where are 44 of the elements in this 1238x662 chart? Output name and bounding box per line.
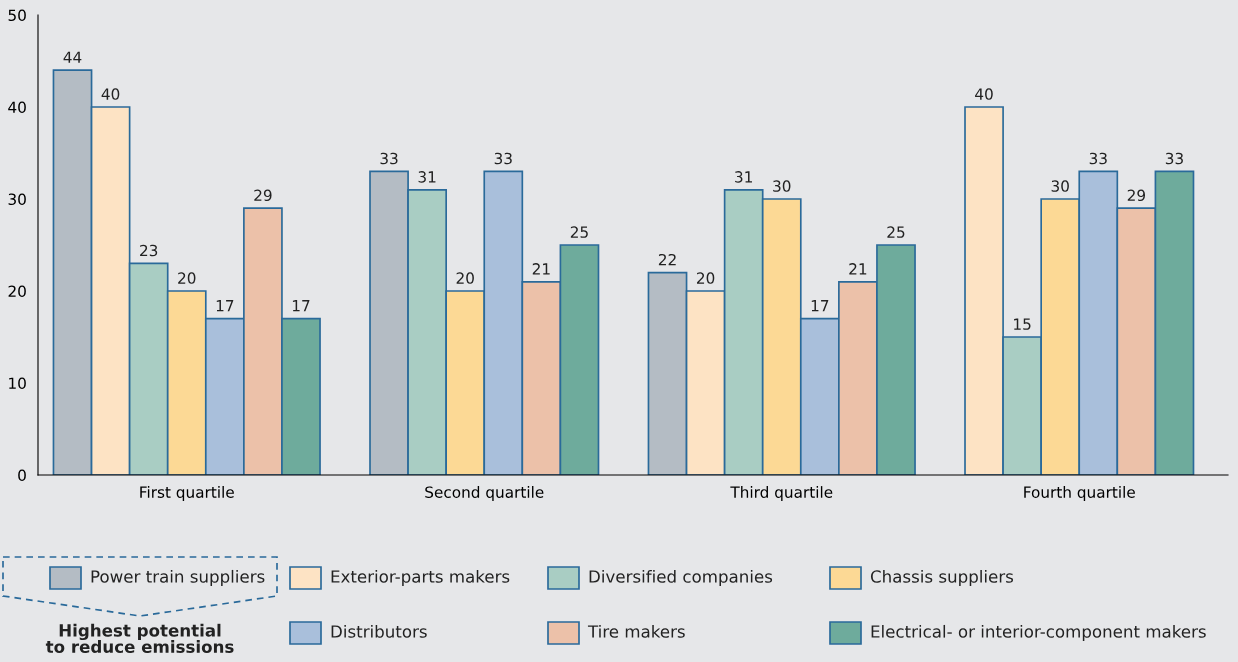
x-tick-label: Third quartile	[730, 486, 833, 501]
data-label: 20	[696, 272, 715, 284]
legend-label: Exterior-parts makers	[331, 569, 510, 587]
data-label: 33	[494, 152, 512, 165]
y-tick-label: 20	[8, 285, 26, 298]
legend-label: Electrical- or interior-component makers	[871, 624, 1206, 642]
data-label: 17	[216, 300, 234, 312]
data-label: 33	[1165, 152, 1183, 165]
y-tick-label: 30	[8, 193, 26, 206]
data-label: 31	[418, 171, 436, 183]
data-label: 44	[63, 51, 82, 63]
y-tick-label: 10	[9, 377, 26, 390]
data-label: 31	[735, 171, 752, 183]
y-tick-label: 0	[18, 469, 26, 482]
data-label: 23	[140, 244, 158, 257]
data-label: 33	[1089, 152, 1107, 165]
data-label: 25	[570, 226, 588, 238]
data-label: 20	[456, 272, 474, 284]
data-label: 40	[101, 88, 120, 100]
data-label: 25	[887, 226, 905, 238]
text: Highest potential to reduce emissions	[45, 623, 234, 653]
y-tick-label: 40	[8, 101, 26, 114]
data-label: 22	[658, 253, 676, 266]
legend-label: Power train suppliers	[91, 569, 265, 587]
legend-label: Distributors	[331, 624, 427, 638]
data-label: 20	[178, 272, 196, 284]
x-tick-label: First quartile	[140, 486, 234, 501]
data-label: 33	[380, 152, 398, 165]
legend-label: Chassis suppliers	[870, 569, 1014, 587]
data-label: 21	[532, 263, 550, 275]
data-label: 30	[1051, 180, 1069, 192]
data-label: 40	[975, 88, 993, 100]
data-label: 29	[254, 189, 272, 202]
legend-label: Tire makers	[587, 624, 685, 638]
data-label: 15	[1014, 318, 1031, 330]
x-tick-label: Fourth quartile	[1024, 486, 1135, 501]
data-label: 30	[773, 180, 791, 192]
x-tick-label: Second quartile	[425, 486, 544, 501]
y-tick-label: 50	[8, 9, 26, 22]
data-label: 17	[811, 300, 829, 312]
data-label: 17	[292, 300, 310, 312]
data-label: 21	[849, 263, 867, 275]
legend-label: Diversified companies	[589, 569, 773, 587]
data-label: 29	[1127, 189, 1146, 202]
